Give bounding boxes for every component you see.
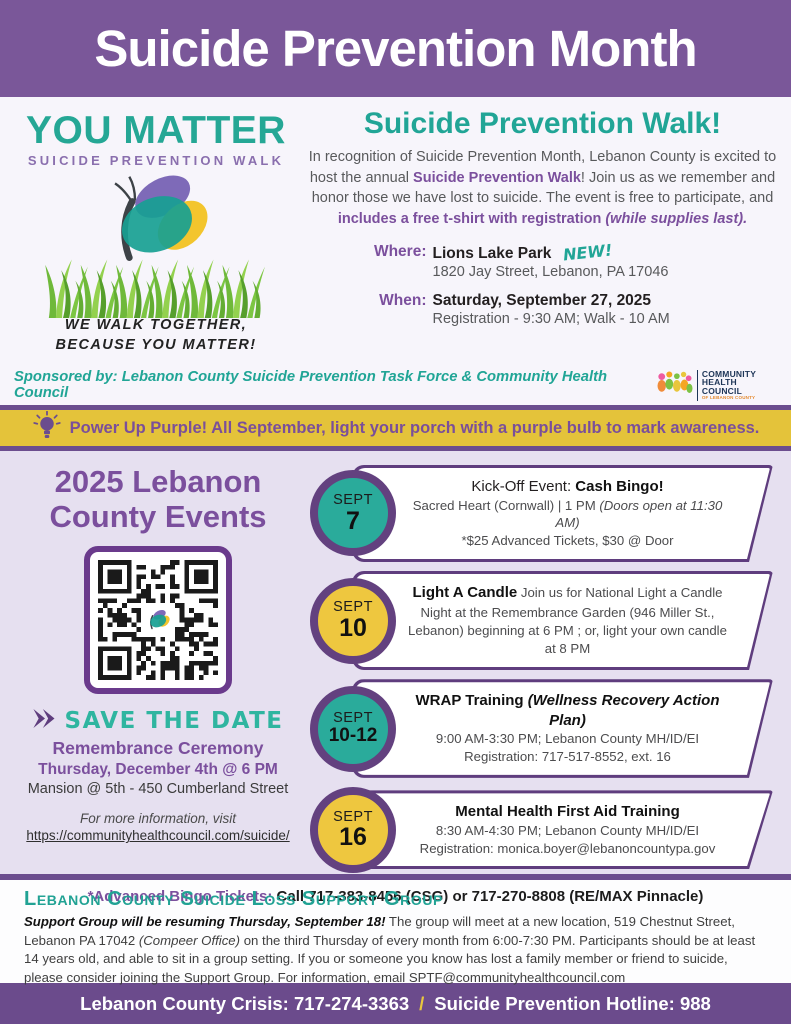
save-the-date-title: SAVE THE DATE [64,708,284,735]
event-detail: Registration: 717-517-8552, ext. 16 [464,749,671,765]
date-badge: SEPT 10 [310,577,396,664]
you-matter-logo-block: YOU MATTER SUICIDE PREVENTION WALK [12,105,300,365]
grass-icon [30,256,282,318]
event-description: Light A Candle Join us for National Ligh… [408,583,727,657]
when-date: Saturday, September 27, 2025 [432,292,652,310]
event-detail: *$25 Advanced Tickets, $30 @ Door [461,533,674,549]
crisis-number: Lebanon County Crisis: 717-274-3363 [80,992,410,1014]
more-info-link[interactable]: https://communityhealthcouncil.com/suici… [26,828,290,844]
where-when-block: Where: Lions Lake Park NEW! 1820 Jay Stre… [363,240,723,328]
event-detail: 9:00 AM-3:30 PM; Lebanon County MH/ID/EI [435,731,700,747]
date-badge: SEPT 16 [310,786,396,873]
event-card-sept-10-12: SEPT 10-12 WRAP Training (Wellness Recov… [306,679,773,778]
when-times: Registration - 9:30 AM; Walk - 10 AM [432,311,670,328]
when-label: When: [379,292,427,310]
event-title: Kick-Off Event: Cash Bingo! [471,478,664,495]
support-group-section: Lebanon County Suicide Loss Support Grou… [0,880,791,985]
logo-title: YOU MATTER [26,109,286,152]
crisis-footer-bar: Lebanon County Crisis: 717-274-3363 / Su… [0,983,791,1024]
walk-intro-paragraph: In recognition of Suicide Prevention Mon… [308,149,777,227]
support-group-heading: Lebanon County Suicide Loss Support Grou… [24,888,443,910]
new-badge: NEW! [562,240,614,265]
event-title: WRAP Training (Wellness Recovery Action … [415,692,720,729]
events-section: 2025 Lebanon County Events [0,451,791,905]
walk-heading: Suicide Prevention Walk! [363,107,722,140]
event-card-sept-16: SEPT 16 Mental Health First Aid Training… [306,786,773,873]
date-badge: SEPT 7 [310,470,396,557]
event-card-sept-7: SEPT 7 Kick-Off Event: Cash Bingo! Sacre… [306,465,773,562]
events-heading: 2025 Lebanon County Events [49,464,267,534]
logo-subtitle: SUICIDE PREVENTION WALK [27,153,285,168]
page-title: Suicide Prevention Month [94,20,697,77]
chc-logo-text: COMMUNITY HEALTH COUNCIL OF LEBANON COUN… [696,369,777,401]
events-cards-column: SEPT 7 Kick-Off Event: Cash Bingo! Sacre… [306,461,773,882]
remembrance-ceremony-title: Remembrance Ceremony [52,738,264,759]
support-group-paragraph: Support Group will be resuming Thursday,… [24,914,756,986]
arrow-icon [32,709,57,733]
event-card-sept-10: SEPT 10 Light A Candle Join us for Natio… [306,571,773,670]
support-email-link[interactable]: SPTF@communityhealthcouncil.com [408,970,626,986]
butterfly-icon [81,170,231,270]
save-the-date-row: SAVE THE DATE [18,708,298,734]
qr-code [84,546,232,695]
event-detail: Sacred Heart (Cornwall) | 1 PM (Doors op… [412,497,723,531]
power-up-purple-banner: Power Up Purple! All September, light yo… [0,405,791,451]
remembrance-ceremony-datetime: Thursday, December 4th @ 6 PM [38,761,278,779]
logo-tagline: WE WALK TOGETHER, BECAUSE YOU MATTER! [55,317,257,353]
events-left-column: 2025 Lebanon County Events [18,461,298,882]
more-info-text: For more information, visit [79,811,237,827]
sponsor-row: Sponsored by: Lebanon County Suicide Pre… [0,365,791,405]
header-banner: Suicide Prevention Month [0,0,791,97]
sponsor-text: Sponsored by: Lebanon County Suicide Pre… [14,369,608,401]
bingo-tickets-note: *Advanced Bingo Tickets: Call 717-383-84… [87,887,704,905]
where-address: 1820 Jay Street, Lebanon, PA 17046 [432,264,669,281]
date-badge: SEPT 10-12 [310,685,396,772]
lightbulb-icon [32,410,62,446]
event-title: Mental Health First Aid Training [455,803,680,821]
where-label: Where: [373,243,427,261]
banner-text: Power Up Purple! All September, light yo… [69,418,760,437]
footer-separator: / [419,992,425,1014]
chc-logo-icon: COMMUNITY HEALTH COUNCIL OF LEBANON COUN… [655,369,777,401]
event-detail: 8:30 AM-4:30 PM; Lebanon County MH/ID/EI [435,822,700,838]
top-section: YOU MATTER SUICIDE PREVENTION WALK [0,97,791,365]
where-value: Lions Lake Park NEW! [432,240,614,265]
hotline-number: Suicide Prevention Hotline: 988 [434,992,711,1014]
qr-center-butterfly-icon [141,605,175,636]
event-detail: Registration: monica.boyer@lebanoncounty… [419,840,716,856]
walk-info-block: Suicide Prevention Walk! In recognition … [306,105,779,365]
remembrance-ceremony-location: Mansion @ 5th - 450 Cumberland Street [27,781,289,798]
